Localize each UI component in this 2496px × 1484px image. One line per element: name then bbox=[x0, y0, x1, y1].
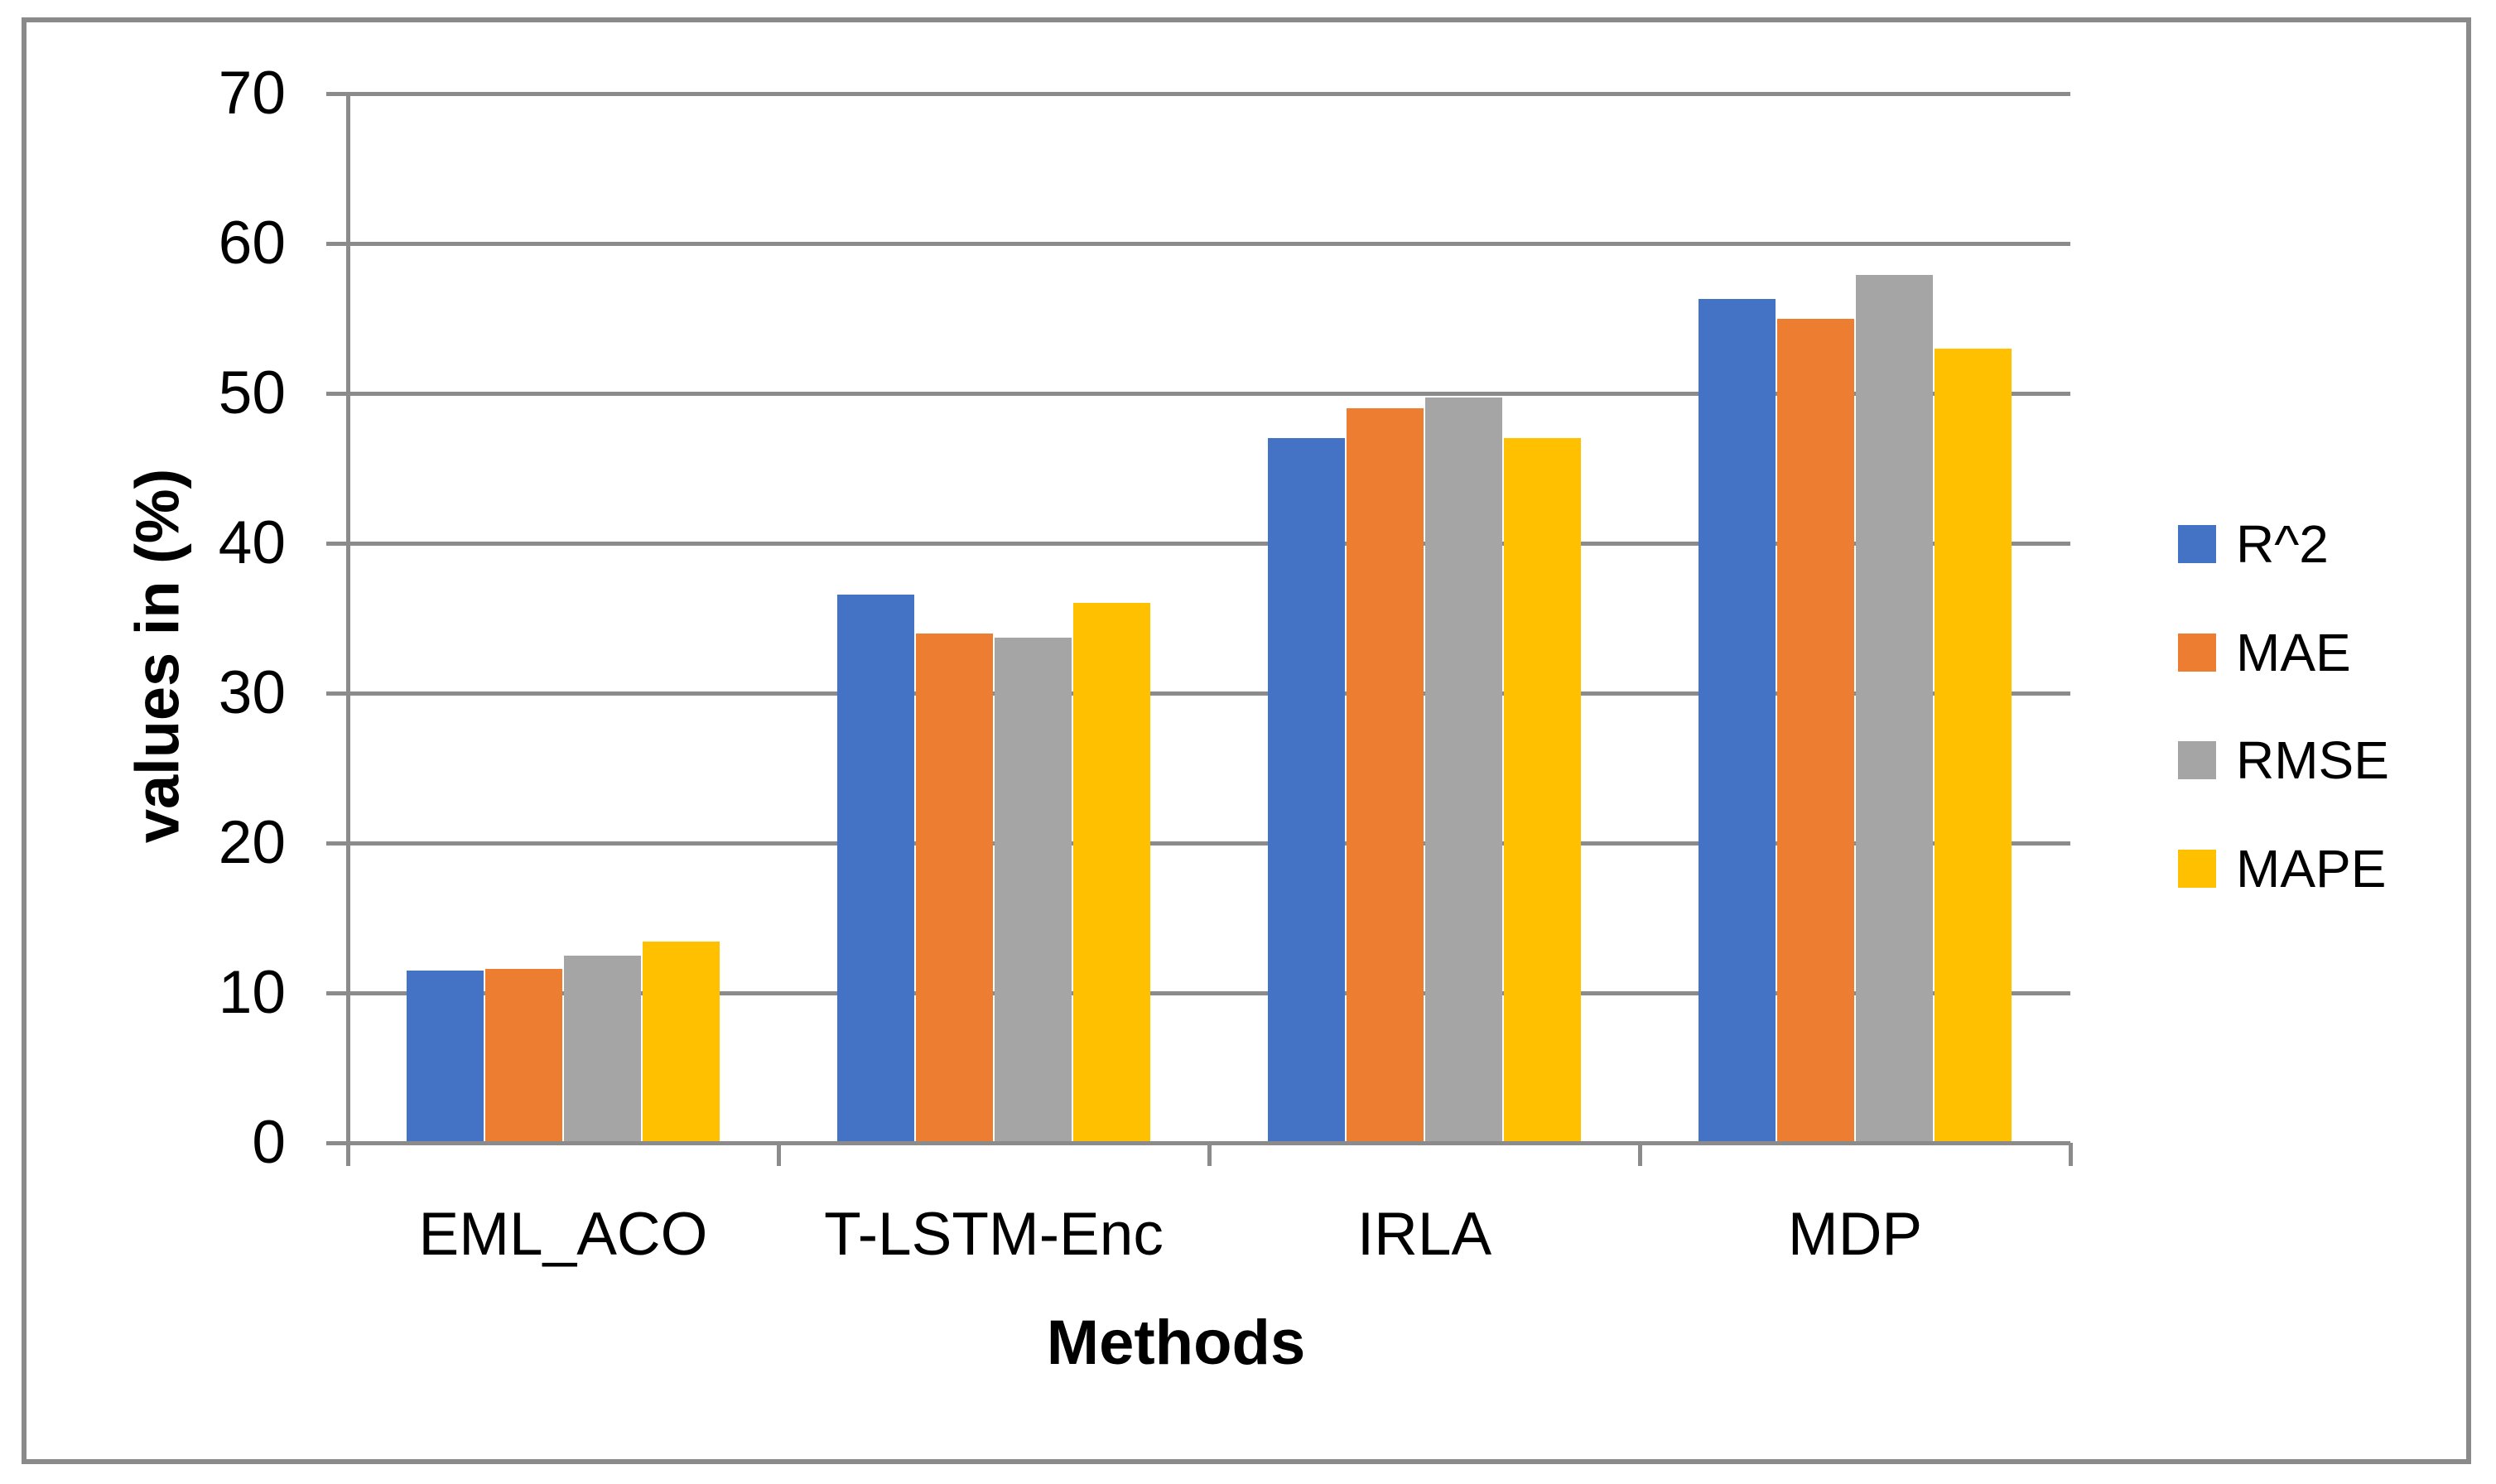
x-category-label: IRLA bbox=[1356, 1201, 1492, 1268]
y-axis-line bbox=[346, 94, 350, 1166]
x-category-label: EML_ACO bbox=[418, 1201, 708, 1268]
chart-outer-border bbox=[22, 17, 2471, 1464]
x-tick-mark bbox=[777, 1143, 781, 1166]
bar-r2-2 bbox=[1268, 438, 1345, 1143]
gridline bbox=[348, 841, 2070, 846]
y-tick-label: 30 bbox=[218, 659, 286, 726]
gridline bbox=[348, 991, 2070, 995]
x-category-label: MDP bbox=[1787, 1201, 1923, 1268]
x-tick-mark bbox=[346, 1143, 350, 1166]
y-tick-label: 60 bbox=[218, 210, 286, 277]
bar-rmse-2 bbox=[1425, 398, 1502, 1143]
bar-rmse-1 bbox=[995, 638, 1072, 1143]
gridline bbox=[348, 542, 2070, 546]
y-tick-mark bbox=[326, 242, 348, 246]
y-tick-mark bbox=[326, 991, 348, 995]
x-tick-mark bbox=[1207, 1143, 1212, 1166]
gridline bbox=[348, 92, 2070, 96]
bar-mape-3 bbox=[1935, 348, 2012, 1143]
bar-rmse-0 bbox=[564, 955, 641, 1143]
bar-mae-1 bbox=[916, 633, 993, 1143]
x-tick-mark bbox=[1638, 1143, 1642, 1166]
legend-label: MAPE bbox=[2236, 839, 2387, 899]
gridline bbox=[348, 392, 2070, 396]
y-tick-mark bbox=[326, 841, 348, 846]
legend-swatch bbox=[2178, 850, 2216, 889]
y-tick-label: 10 bbox=[218, 959, 286, 1026]
bar-r2-3 bbox=[1699, 298, 1776, 1143]
bar-mape-1 bbox=[1073, 603, 1150, 1143]
y-tick-label: 70 bbox=[218, 60, 286, 127]
x-axis-title: Methods bbox=[1046, 1308, 1306, 1378]
legend-label: RMSE bbox=[2236, 730, 2389, 791]
legend-label: MAE bbox=[2236, 622, 2351, 682]
bar-mae-0 bbox=[485, 969, 562, 1143]
bar-r2-0 bbox=[407, 970, 484, 1143]
bar-mae-3 bbox=[1777, 318, 1854, 1143]
gridline bbox=[348, 691, 2070, 696]
y-tick-mark bbox=[326, 542, 348, 546]
y-tick-label: 0 bbox=[252, 1109, 286, 1176]
x-tick-mark bbox=[2069, 1143, 2073, 1166]
y-tick-mark bbox=[326, 92, 348, 96]
y-tick-label: 40 bbox=[218, 509, 286, 576]
gridline bbox=[348, 242, 2070, 246]
x-category-label: T-LSTM-Enc bbox=[824, 1201, 1164, 1268]
x-axis-line bbox=[326, 1141, 2070, 1145]
bar-mae-2 bbox=[1347, 408, 1424, 1143]
legend-label: R^2 bbox=[2236, 514, 2329, 574]
y-axis-title: values in (%) bbox=[123, 468, 192, 844]
y-tick-mark bbox=[326, 1141, 348, 1145]
legend-swatch bbox=[2178, 633, 2216, 672]
y-tick-mark bbox=[326, 392, 348, 396]
legend-swatch bbox=[2178, 525, 2216, 563]
bar-rmse-3 bbox=[1856, 275, 1933, 1143]
bar-mape-2 bbox=[1504, 438, 1581, 1143]
y-tick-label: 50 bbox=[218, 359, 286, 426]
y-tick-label: 20 bbox=[218, 809, 286, 876]
legend-swatch bbox=[2178, 741, 2216, 780]
y-tick-mark bbox=[326, 691, 348, 696]
bar-r2-1 bbox=[837, 594, 914, 1143]
bar-mape-0 bbox=[643, 942, 720, 1143]
